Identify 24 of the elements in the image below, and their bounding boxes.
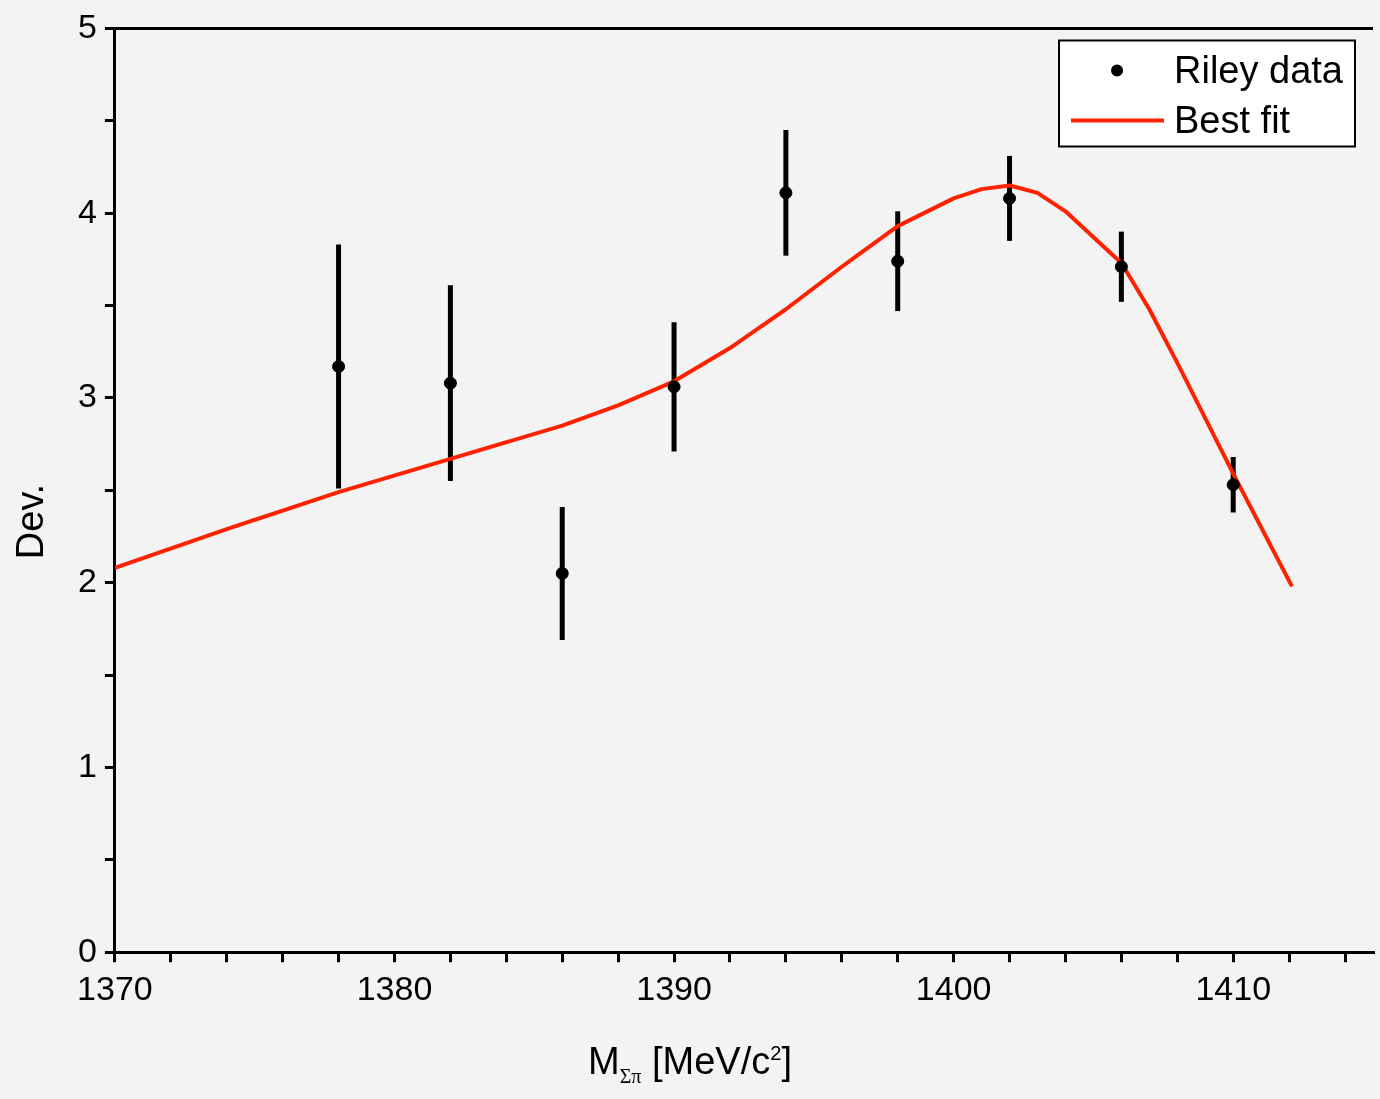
x-tick-label: 1390	[636, 968, 712, 1007]
x-tick-label: 1380	[356, 968, 433, 1007]
x-tick-label: 1400	[915, 968, 992, 1007]
y-tick-label: 2	[77, 561, 97, 600]
y-tick-label: 5	[77, 6, 97, 45]
point	[332, 360, 346, 374]
point	[1114, 260, 1128, 274]
x-tick-label: 1410	[1195, 968, 1272, 1007]
point	[443, 376, 457, 390]
y-tick-label: 1	[77, 745, 97, 784]
legend-label: Best fit	[1174, 98, 1291, 141]
x-axis-title: M$_{Σπ}$ [MeV/c$^{2}$]	[587, 1040, 793, 1088]
point	[555, 566, 569, 580]
point	[1226, 478, 1240, 492]
point	[891, 254, 905, 268]
point	[779, 186, 793, 200]
point	[667, 380, 681, 394]
y-tick-label: 4	[77, 191, 97, 230]
y-axis-title: Dev.	[8, 482, 52, 562]
x-tick-label: 1370	[77, 968, 153, 1007]
y-tick-label: 0	[77, 930, 97, 969]
legend-label: Riley data	[1174, 48, 1344, 91]
y-tick-label: 3	[77, 376, 97, 415]
point	[1003, 191, 1017, 205]
